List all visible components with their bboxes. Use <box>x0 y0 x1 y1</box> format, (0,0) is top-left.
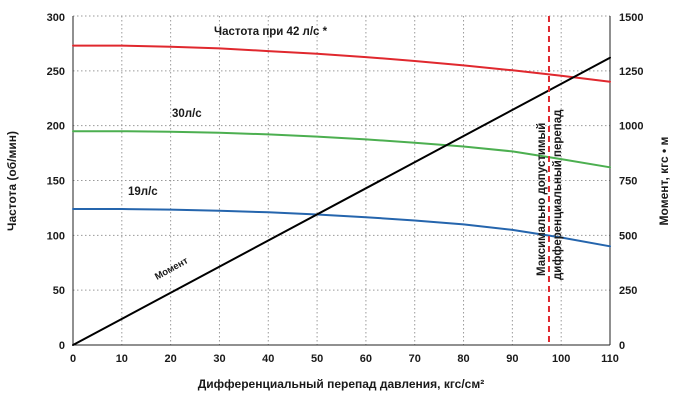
series-label-19: 19л/с <box>128 186 158 198</box>
series-label-30: 30л/с <box>172 108 202 120</box>
series-line-3 <box>72 56 611 346</box>
x-tick-label-11: 110 <box>601 353 619 365</box>
x-tick-label-8: 80 <box>457 353 469 365</box>
y-left-tick-label-5: 250 <box>47 66 65 78</box>
y-right-tick-label-5: 1250 <box>619 66 643 78</box>
x-tick-label-0: 0 <box>70 353 76 365</box>
y-left-tick-label-2: 100 <box>47 230 65 242</box>
y-right-axis-title: Момент, кгс • м <box>657 136 671 225</box>
y-left-tick-label-0: 0 <box>59 340 65 352</box>
x-tick-label-7: 70 <box>409 353 421 365</box>
x-tick-label-4: 40 <box>262 353 274 365</box>
y-left-tick-labels: 0 50 100 150 200 250 300 <box>47 12 65 352</box>
y-right-tick-label-2: 500 <box>619 230 637 242</box>
x-tick-labels: 0 10 20 30 40 50 60 70 80 90 100 110 <box>70 353 619 365</box>
grid-lines <box>73 15 610 345</box>
y-left-tick-label-4: 200 <box>47 121 65 133</box>
x-tick-label-5: 50 <box>311 353 323 365</box>
y-right-tick-label-6: 1500 <box>619 12 643 24</box>
y-right-tick-label-1: 250 <box>619 285 637 297</box>
x-tick-label-3: 30 <box>213 353 225 365</box>
series-label-42: Частота при 42 л/с * <box>214 26 328 38</box>
x-tick-label-10: 100 <box>552 353 570 365</box>
axes <box>72 16 611 346</box>
y-right-tick-label-3: 750 <box>619 176 637 188</box>
x-tick-label-6: 60 <box>360 353 372 365</box>
vline-label-line2: дифференциальный перепад <box>552 109 564 280</box>
y-right-tick-labels: 0 250 500 750 1000 1250 1500 <box>619 12 643 352</box>
y-left-tick-label-3: 150 <box>47 176 65 188</box>
y-left-tick-label-6: 300 <box>47 12 65 24</box>
series-line-2 <box>72 208 611 248</box>
x-tick-label-1: 10 <box>116 353 128 365</box>
y-left-axis-title: Частота (об/мин) <box>5 131 19 231</box>
y-left-tick-label-1: 50 <box>53 285 65 297</box>
x-axis-title: Дифференциальный перепад давления, кгс/с… <box>198 377 484 391</box>
x-tick-label-2: 20 <box>165 353 177 365</box>
vline-label-line1: Максимально допустимый <box>536 123 548 276</box>
series-label-moment: Момент <box>153 255 190 282</box>
y-right-tick-label-4: 1000 <box>619 121 643 133</box>
series-line-0 <box>72 44 611 83</box>
series-lines <box>72 44 611 346</box>
x-tick-label-9: 90 <box>506 353 518 365</box>
y-right-tick-label-0: 0 <box>619 340 625 352</box>
series-line-1 <box>72 130 611 169</box>
